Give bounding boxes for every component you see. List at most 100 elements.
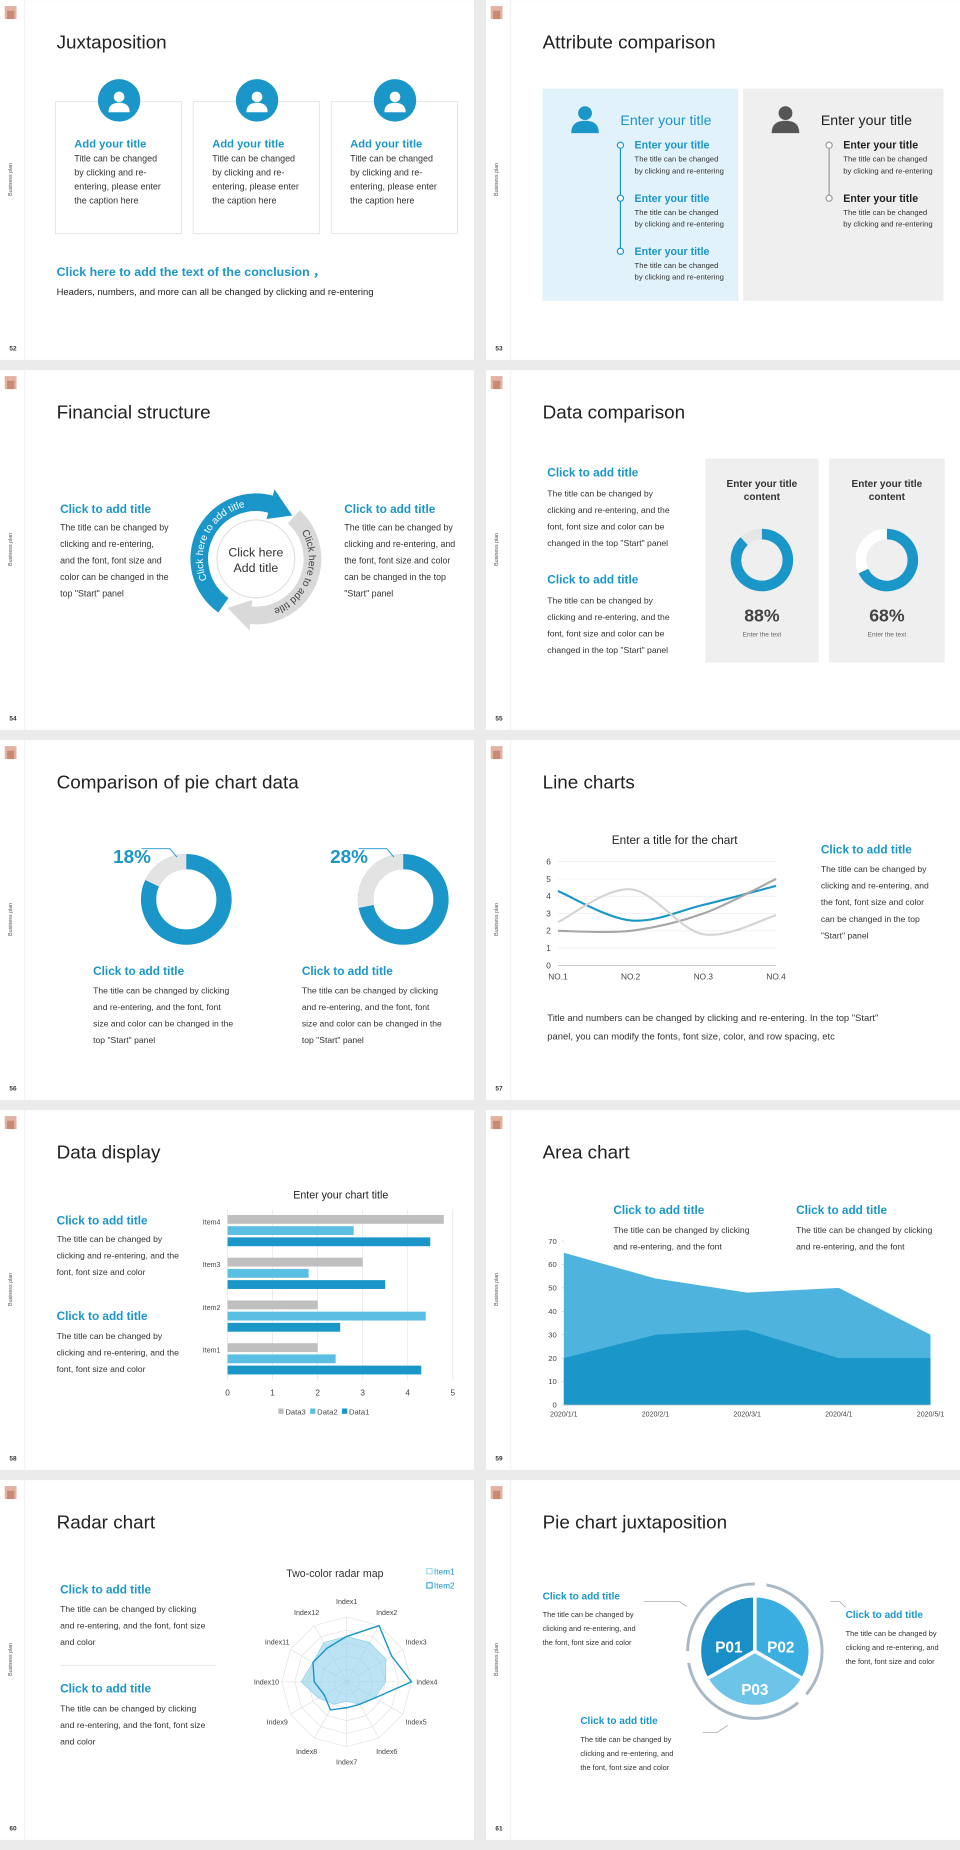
block-text: the font, font size and color (821, 897, 924, 907)
legend-label: Item1 (434, 1568, 455, 1577)
legend-swatch (278, 1408, 284, 1414)
block-text: The title can be changed (635, 155, 719, 164)
person-icon (246, 102, 268, 113)
logo (493, 380, 501, 390)
person-icon (108, 102, 130, 113)
block-text: clicking and re-entering, and the (547, 505, 670, 515)
block-text: clicking and re-entering, (60, 539, 154, 549)
block-heading: Add your title (74, 139, 146, 151)
slide-title: Data display (57, 1142, 161, 1163)
y-tick-label: 0 (546, 961, 551, 970)
legend-label: Data2 (317, 1407, 337, 1416)
timeline-dot (616, 247, 625, 255)
person-icon (389, 91, 401, 103)
chart-title: Enter your chart title (293, 1190, 388, 1202)
side-label: Business plan (494, 1643, 500, 1676)
block-text: font, font size and color (57, 1364, 146, 1374)
logo (7, 1120, 15, 1130)
caption: Enter the text (868, 632, 907, 639)
value-label: 68% (869, 605, 905, 625)
block-heading: Click to add title (547, 574, 638, 587)
panel-heading: Enter your title (821, 112, 912, 128)
block-text: The title can be changed by clicking (796, 1225, 932, 1235)
bar (227, 1237, 431, 1247)
slide-title: Juxtaposition (57, 32, 167, 53)
y-tick-label: 50 (548, 1284, 557, 1293)
bar (227, 1365, 422, 1375)
bar (227, 1322, 341, 1332)
x-tick-label: NO.1 (548, 973, 568, 982)
center-circle (216, 519, 296, 599)
block-text: The title can be changed by (543, 1610, 634, 1619)
block-text: the caption here (212, 195, 276, 205)
outer-ring (686, 1582, 755, 1652)
block-text: Title can be changed (212, 154, 295, 164)
slide-title: Comparison of pie chart data (57, 772, 300, 793)
side-label: Business plan (8, 903, 14, 936)
block-text: the font, font size and color (543, 1638, 632, 1647)
page-number: 61 (495, 1825, 503, 1832)
block-text: the caption here (350, 195, 414, 205)
y-tick-label: 3 (546, 909, 551, 918)
x-tick-label: 4 (405, 1389, 410, 1398)
block-text: The title can be changed by (547, 596, 653, 606)
block-text: and re-entering, and the font, font size (60, 1720, 205, 1730)
timeline-dot (616, 141, 625, 149)
x-tick-label: NO.3 (694, 973, 714, 982)
block-text: top "Start" panel (60, 589, 124, 599)
slide: Business plan 52 Juxtaposition Add your tit… (0, 0, 474, 360)
block-text: clicking and re-entering, and (543, 1624, 636, 1633)
y-tick-label: 2 (546, 927, 551, 936)
block-text: The title can be changed by clicking (613, 1225, 749, 1235)
slide-background (0, 740, 474, 1100)
ring-arc (190, 493, 275, 613)
leader-line (358, 848, 395, 858)
block-text: Title can be changed (74, 154, 157, 164)
axis-label: Index8 (296, 1749, 317, 1756)
block-text: changed in the top "Start" panel (547, 645, 668, 655)
block-text: by clicking and re- (212, 168, 284, 178)
logo (7, 750, 15, 760)
block-text: and re-entering, and the font, font (93, 1002, 221, 1012)
panel-heading: Enter your title (620, 112, 711, 128)
slide: Business plan 61 Pie chart juxtaposition P0… (486, 1480, 960, 1840)
slide-background (486, 740, 960, 1100)
x-tick-label: NO.4 (766, 973, 786, 982)
connector (830, 1601, 846, 1608)
block-text: and color (60, 1637, 95, 1647)
y-tick-label: 30 (548, 1330, 557, 1339)
connector (644, 1601, 687, 1607)
area-series (563, 1330, 931, 1405)
block-text: top "Start" panel (93, 1035, 155, 1045)
block-heading: Click to add title (613, 1204, 704, 1217)
logo (7, 380, 15, 390)
block-heading: Enter your title (843, 140, 918, 152)
legend-label: Data1 (349, 1407, 369, 1416)
card-title: content (869, 492, 906, 503)
block-text: and color (60, 1736, 95, 1746)
x-tick-label: 2 (315, 1389, 320, 1398)
block-text: Title can be changed (350, 154, 433, 164)
bar (227, 1343, 318, 1353)
block-text: by clicking and re-entering (635, 273, 724, 282)
person-icon (571, 120, 599, 134)
slide: Business plan 57 Line charts Enter a title … (486, 740, 960, 1100)
value-label: 18% (113, 846, 151, 867)
block-text: the font, font size and color (846, 1657, 935, 1666)
person-icon (771, 120, 800, 134)
y-tick-label: Item4 (203, 1219, 221, 1226)
chart-title: Enter a title for the chart (612, 834, 738, 847)
card (192, 101, 321, 235)
block-text: the font, font size and color (344, 556, 450, 566)
ring-arrow (266, 489, 293, 519)
page-number: 55 (495, 715, 503, 722)
y-tick-label: 1 (546, 944, 551, 953)
block-text: font, font size and color can be (547, 629, 664, 639)
center-label: Add title (234, 561, 279, 575)
y-tick-label: 40 (548, 1307, 557, 1316)
block-text: The title can be changed by (344, 523, 453, 533)
y-tick-label: Item2 (203, 1305, 221, 1312)
x-tick-label: 1 (270, 1389, 275, 1398)
line-series (557, 888, 777, 936)
block-text: The title can be changed (843, 208, 927, 217)
